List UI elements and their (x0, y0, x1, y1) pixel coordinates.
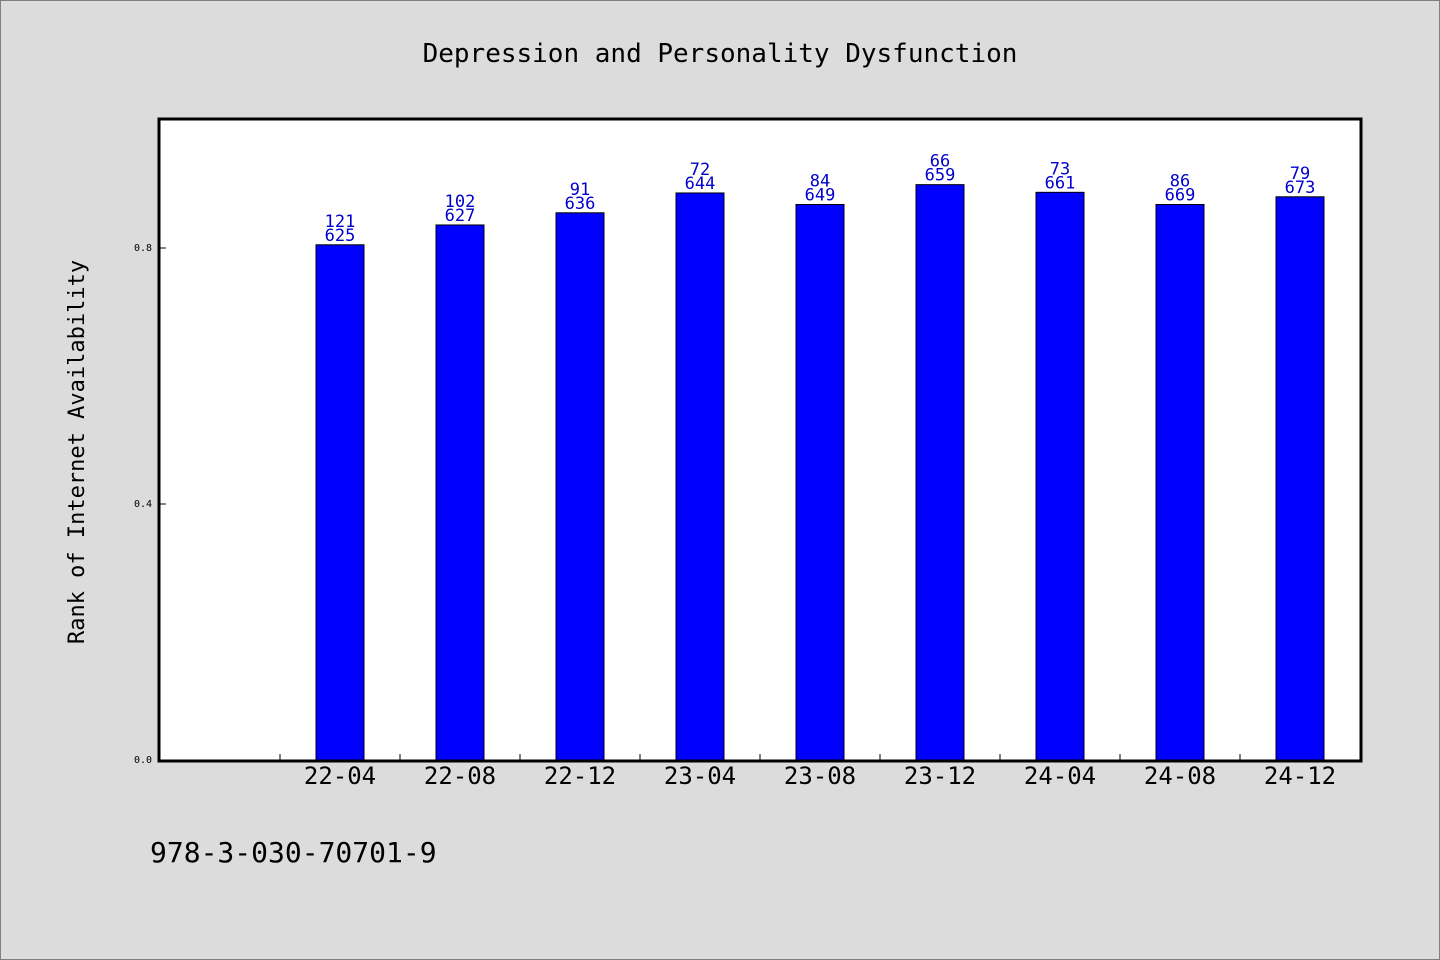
footer-isbn: 978-3-030-70701-9 (150, 836, 437, 869)
bars-group (315, 184, 1325, 761)
x-tick-label: 22-08 (424, 762, 496, 790)
y-tick-label: 0.0 (134, 755, 152, 766)
x-tick-label: 23-04 (664, 762, 736, 790)
data-label-top: 79 (1290, 164, 1310, 184)
bar (555, 212, 605, 761)
data-label-top: 72 (690, 160, 710, 180)
x-tick-label: 24-08 (1144, 762, 1216, 790)
bar (1275, 196, 1325, 761)
bar (795, 203, 845, 761)
y-tick-label: 0.8 (134, 243, 152, 254)
x-tick-label: 22-12 (544, 762, 616, 790)
data-label-bottom: 636 (565, 194, 596, 214)
data-label-bottom: 644 (685, 174, 716, 194)
data-label-bottom: 669 (1165, 185, 1196, 205)
data-label-bottom: 649 (805, 185, 836, 205)
x-tick-label: 23-08 (784, 762, 856, 790)
x-tick-label: 24-12 (1264, 762, 1336, 790)
y-ticks-group: 0.0 0.4 0.8 (134, 243, 166, 766)
data-label-bottom: 661 (1045, 173, 1076, 193)
y-axis-label: Rank of Internet Availability (65, 260, 90, 644)
data-label-top: 84 (810, 171, 830, 191)
data-label-bottom: 627 (445, 206, 476, 226)
data-label-top: 86 (1170, 171, 1190, 191)
data-label-top: 66 (930, 152, 950, 172)
bar (315, 244, 365, 761)
y-tick-label: 0.4 (134, 499, 152, 510)
bar (915, 184, 965, 761)
x-tick-label: 23-12 (904, 762, 976, 790)
data-label-bottom: 625 (325, 226, 356, 246)
data-label-top: 91 (570, 180, 590, 200)
x-ticks-group: 22-04 22-08 22-12 23-04 23-08 23-12 24-04 24-08… (279, 754, 1336, 790)
bar (1035, 191, 1085, 761)
data-label-top: 73 (1050, 159, 1070, 179)
bar (675, 192, 725, 761)
bar (1155, 203, 1205, 761)
chart-title: Depression and Personality Dysfunction (423, 39, 1018, 69)
x-tick-label: 24-04 (1024, 762, 1096, 790)
data-label-bottom: 659 (925, 166, 956, 186)
data-label-top: 102 (445, 192, 476, 212)
bar (435, 224, 485, 761)
data-label-bottom: 673 (1285, 178, 1316, 198)
x-tick-label: 22-04 (304, 762, 376, 790)
data-label-top: 121 (325, 212, 356, 232)
